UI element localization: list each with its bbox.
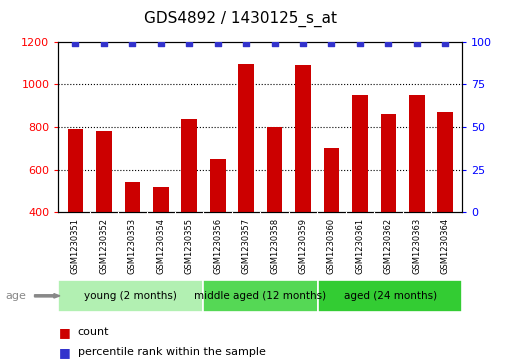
Bar [437,112,453,212]
Bar [238,64,254,212]
Bar [295,65,311,212]
Text: GSM1230360: GSM1230360 [327,218,336,274]
Text: GSM1230352: GSM1230352 [100,218,108,274]
Text: GSM1230357: GSM1230357 [242,218,250,274]
Text: GSM1230356: GSM1230356 [213,218,222,274]
Point [356,41,364,46]
Point [214,41,222,46]
Bar [210,159,226,212]
Text: GSM1230351: GSM1230351 [71,218,80,274]
Text: GSM1230364: GSM1230364 [441,218,450,274]
Point [441,41,449,46]
Point [270,41,278,46]
Bar [267,127,282,212]
Bar [96,131,112,212]
Bar [352,95,368,212]
Point [242,41,250,46]
Text: GSM1230363: GSM1230363 [412,218,421,274]
Point [72,41,80,46]
Bar [380,114,396,212]
Bar [124,183,140,212]
Text: GSM1230359: GSM1230359 [299,218,307,274]
Point [185,41,194,46]
Text: GSM1230355: GSM1230355 [185,218,194,274]
Text: aged (24 months): aged (24 months) [343,291,437,301]
Text: middle aged (12 months): middle aged (12 months) [194,291,327,301]
Text: age: age [5,291,26,301]
Text: GSM1230358: GSM1230358 [270,218,279,274]
Text: ■: ■ [58,346,70,359]
Bar [68,129,83,212]
Text: percentile rank within the sample: percentile rank within the sample [78,347,266,357]
Point [412,41,421,46]
Point [129,41,137,46]
Point [157,41,165,46]
Text: GSM1230362: GSM1230362 [384,218,393,274]
Text: count: count [78,327,109,337]
Bar [181,118,197,212]
Point [327,41,335,46]
Point [384,41,392,46]
Bar [203,280,318,312]
Text: ■: ■ [58,326,70,339]
Bar [409,95,425,212]
Bar [324,148,339,212]
Text: GSM1230353: GSM1230353 [128,218,137,274]
Text: GSM1230354: GSM1230354 [156,218,165,274]
Bar [318,280,462,312]
Bar [153,187,169,212]
Text: young (2 months): young (2 months) [84,291,177,301]
Point [100,41,108,46]
Point [299,41,307,46]
Text: GSM1230361: GSM1230361 [356,218,364,274]
Bar [58,280,203,312]
Text: GDS4892 / 1430125_s_at: GDS4892 / 1430125_s_at [144,11,337,27]
